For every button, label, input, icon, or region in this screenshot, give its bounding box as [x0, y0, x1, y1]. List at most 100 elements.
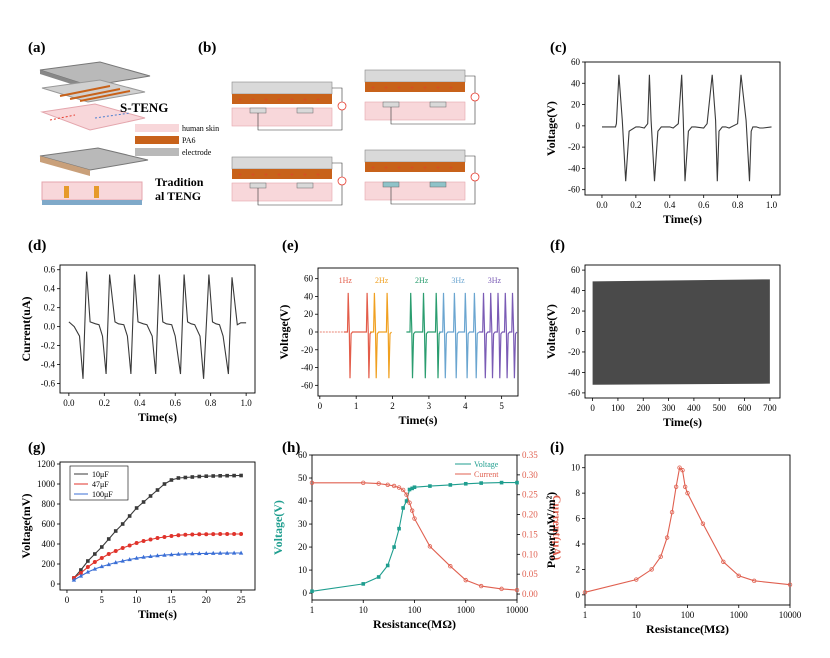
data-point-circle — [99, 556, 104, 560]
y-tick-label: 200 — [42, 559, 56, 569]
chart-g: 0 5 10 15 20 25 1200 1000 800 600 400 200 0 Time(s) Vo… — [19, 459, 256, 621]
data-point-triangle — [155, 553, 160, 558]
data-point-triangle — [224, 550, 230, 555]
electrode-top-plate — [39, 61, 151, 87]
legend-text: 100μF — [92, 490, 113, 499]
x-tick-label: 1.0 — [241, 398, 253, 408]
panel-label-g: (g) — [28, 440, 46, 456]
series-line-3Hz — [439, 292, 480, 379]
data-point-current — [385, 482, 390, 487]
data-point-triangle — [106, 562, 111, 567]
data-point-power — [669, 510, 675, 515]
data-point-voltage — [407, 487, 412, 492]
data-point-voltage — [412, 485, 417, 490]
data-point-square — [106, 537, 111, 541]
x-tick-label: 0 — [65, 595, 70, 605]
data-point-square — [120, 522, 125, 526]
data-point-triangle — [231, 550, 237, 555]
data-point-voltage — [397, 526, 401, 531]
data-point-triangle — [217, 550, 223, 555]
chart-c: 0.0 0.2 0.4 0.6 0.8 1.0 60 40 20 0 -20 -40 -60 Time(s… — [544, 57, 781, 226]
series-line-2Hz — [370, 292, 392, 379]
data-point-triangle — [92, 566, 98, 571]
data-point-voltage — [401, 506, 405, 510]
data-point-triangle — [141, 554, 146, 559]
frequency-label: 1Hz — [339, 276, 353, 285]
b-pa6-layer-3 — [365, 162, 465, 172]
b-electrode-left-0 — [249, 107, 267, 114]
x-tick-label: 0.2 — [630, 200, 641, 210]
data-point-circle — [148, 537, 153, 542]
y2-tick-label: 0.10 — [522, 549, 538, 559]
data-point-power — [751, 578, 757, 584]
b-circuit-wire-1 — [390, 75, 476, 125]
x-tick-label: 1000 — [457, 605, 476, 615]
panel-label-i: (i) — [550, 440, 564, 456]
y-tick-label: 60 — [571, 265, 581, 275]
data-point-triangle — [211, 550, 216, 555]
durability-band — [592, 279, 770, 385]
data-point-power — [736, 573, 741, 578]
data-point-circle — [162, 535, 167, 539]
legend-pa6-label: PA6 — [182, 136, 196, 145]
x-axis-label: Resistance(MΩ) — [646, 622, 729, 636]
b-pa6-layer-1 — [365, 82, 465, 92]
x-axis-label: Time(s) — [663, 415, 702, 429]
legend-swatch-pa6 — [135, 136, 179, 144]
x-axis-label: Time(s) — [138, 410, 177, 424]
series-line-1Hz — [343, 292, 372, 379]
trad-pillar-1 — [64, 186, 69, 198]
data-point-triangle — [197, 551, 202, 556]
x-axis-label: Time(s) — [398, 413, 437, 427]
trad-electrode-top — [39, 147, 149, 171]
b-charge-plus-1-5: + — [436, 84, 440, 92]
data-point-power — [664, 535, 670, 540]
x-tick-label: 0.8 — [205, 398, 217, 408]
b-charge-plus-1-2: + — [397, 84, 401, 92]
data-point-square — [211, 474, 216, 478]
series-line-current — [68, 271, 247, 379]
data-point-current — [463, 577, 468, 583]
data-point-current — [478, 583, 484, 589]
chart-f: 0 100 200 300 400 500 600 7006040200-20-40-60Ti… — [544, 264, 781, 429]
y-tick-label: 0.0 — [44, 322, 56, 332]
data-point-current — [309, 480, 315, 486]
b-charge-plus-2-0: + — [238, 171, 242, 179]
y-tick-label: 0 — [51, 579, 56, 589]
x-tick-label: 0 — [590, 403, 595, 413]
panel-label-d: (d) — [28, 238, 46, 254]
data-point-current — [391, 483, 397, 489]
data-point-power — [787, 582, 793, 587]
data-point-voltage — [515, 480, 519, 485]
data-point-current — [404, 492, 409, 497]
data-point-circle — [232, 532, 237, 536]
data-point-square — [86, 559, 90, 563]
b-ammeter-1 — [470, 92, 480, 102]
y2-tick-label: 0.05 — [522, 569, 538, 579]
y-tick-label: 0.2 — [44, 303, 55, 313]
b-charge-plus-2-1: + — [251, 171, 255, 179]
b-charge-plus-3-1: + — [384, 164, 388, 172]
y-tick-label: 1000 — [37, 479, 56, 489]
x-axis-label: Resistance(MΩ) — [373, 617, 456, 631]
x-axis-label: Time(s) — [138, 607, 177, 621]
series-line-current — [312, 482, 518, 591]
series-line-voltage — [311, 482, 517, 592]
data-point-circle — [78, 571, 83, 575]
b-charge-plus-0-0: + — [238, 96, 242, 104]
y-tick-label: 0 — [303, 588, 308, 598]
legend-skin-label: human skin — [182, 124, 219, 133]
data-point-circle — [141, 539, 146, 543]
data-point-square — [190, 475, 195, 479]
series-line-2Hz-b — [406, 292, 441, 379]
y-tick-label: -40 — [568, 163, 580, 173]
y-tick-label: 1200 — [37, 459, 56, 469]
x-tick-label: 25 — [237, 595, 247, 605]
b-charge-plus-0-3: + — [277, 96, 281, 104]
chart-h: 1 10 100 1000 100006050403020100Resistance(M… — [271, 450, 564, 631]
trad-bottom-electrode — [42, 200, 142, 205]
x-tick-label: 15 — [167, 595, 177, 605]
y-tick-label: 50 — [298, 473, 308, 483]
series-line-3Hz-b — [479, 292, 518, 379]
